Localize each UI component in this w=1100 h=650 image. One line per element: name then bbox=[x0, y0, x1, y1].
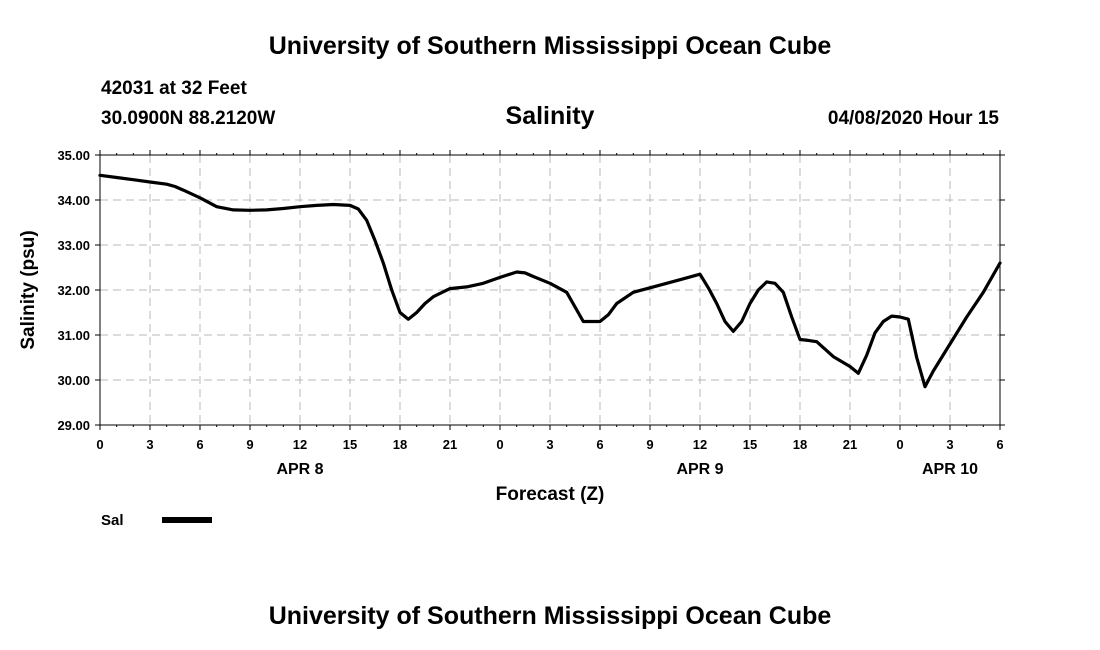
y-axis-ticks: 29.00 30.00 31.00 32.00 33.00 34.00 35.00 bbox=[57, 148, 1005, 433]
x-tick-label: 3 bbox=[946, 437, 953, 452]
day-label: APR 9 bbox=[676, 461, 723, 478]
x-tick-label: 0 bbox=[896, 437, 903, 452]
y-axis-label: Salinity (psu) bbox=[18, 230, 39, 349]
day-label: APR 10 bbox=[922, 461, 978, 478]
day-labels: APR 8 APR 9 APR 10 bbox=[276, 461, 978, 478]
x-tick-label: 6 bbox=[996, 437, 1003, 452]
day-label: APR 8 bbox=[276, 461, 323, 478]
x-tick-label: 21 bbox=[443, 437, 457, 452]
location-label: 30.0900N 88.2120W bbox=[101, 108, 275, 129]
parameter-label: Salinity bbox=[506, 102, 595, 130]
x-tick-label: 18 bbox=[793, 437, 807, 452]
x-tick-label: 9 bbox=[646, 437, 653, 452]
x-tick-label: 15 bbox=[743, 437, 757, 452]
grid-lines bbox=[100, 155, 1000, 425]
legend: Sal bbox=[101, 512, 212, 529]
x-axis-ticks: 0 3 6 9 12 15 18 21 0 3 6 9 12 15 18 21 0 3 6 bbox=[96, 150, 1004, 452]
y-tick-label: 32.00 bbox=[57, 283, 90, 298]
x-tick-label: 15 bbox=[343, 437, 357, 452]
y-tick-label: 29.00 bbox=[57, 418, 90, 433]
y-tick-label: 35.00 bbox=[57, 148, 90, 163]
x-tick-label: 0 bbox=[96, 437, 103, 452]
series-layer bbox=[98, 173, 1002, 389]
x-tick-label: 18 bbox=[393, 437, 407, 452]
x-axis-label: Forecast (Z) bbox=[496, 484, 605, 505]
legend-label-sal: Sal bbox=[101, 512, 124, 529]
x-tick-label: 21 bbox=[843, 437, 857, 452]
x-tick-label: 0 bbox=[496, 437, 503, 452]
x-tick-label: 3 bbox=[546, 437, 553, 452]
station-label: 42031 at 32 Feet bbox=[101, 78, 247, 99]
x-tick-label: 6 bbox=[596, 437, 603, 452]
y-tick-label: 30.00 bbox=[57, 373, 90, 388]
footer-title: University of Southern Mississippi Ocean… bbox=[269, 602, 832, 630]
x-tick-label: 9 bbox=[246, 437, 253, 452]
y-tick-label: 31.00 bbox=[57, 328, 90, 343]
y-tick-label: 34.00 bbox=[57, 193, 90, 208]
x-tick-label: 12 bbox=[293, 437, 307, 452]
datetime-label: 04/08/2020 Hour 15 bbox=[828, 108, 1000, 129]
y-tick-label: 33.00 bbox=[57, 238, 90, 253]
chart-title: University of Southern Mississippi Ocean… bbox=[269, 32, 832, 60]
series-line-sal bbox=[98, 173, 1002, 389]
x-tick-label: 6 bbox=[196, 437, 203, 452]
x-tick-label: 3 bbox=[146, 437, 153, 452]
x-tick-label: 12 bbox=[693, 437, 707, 452]
